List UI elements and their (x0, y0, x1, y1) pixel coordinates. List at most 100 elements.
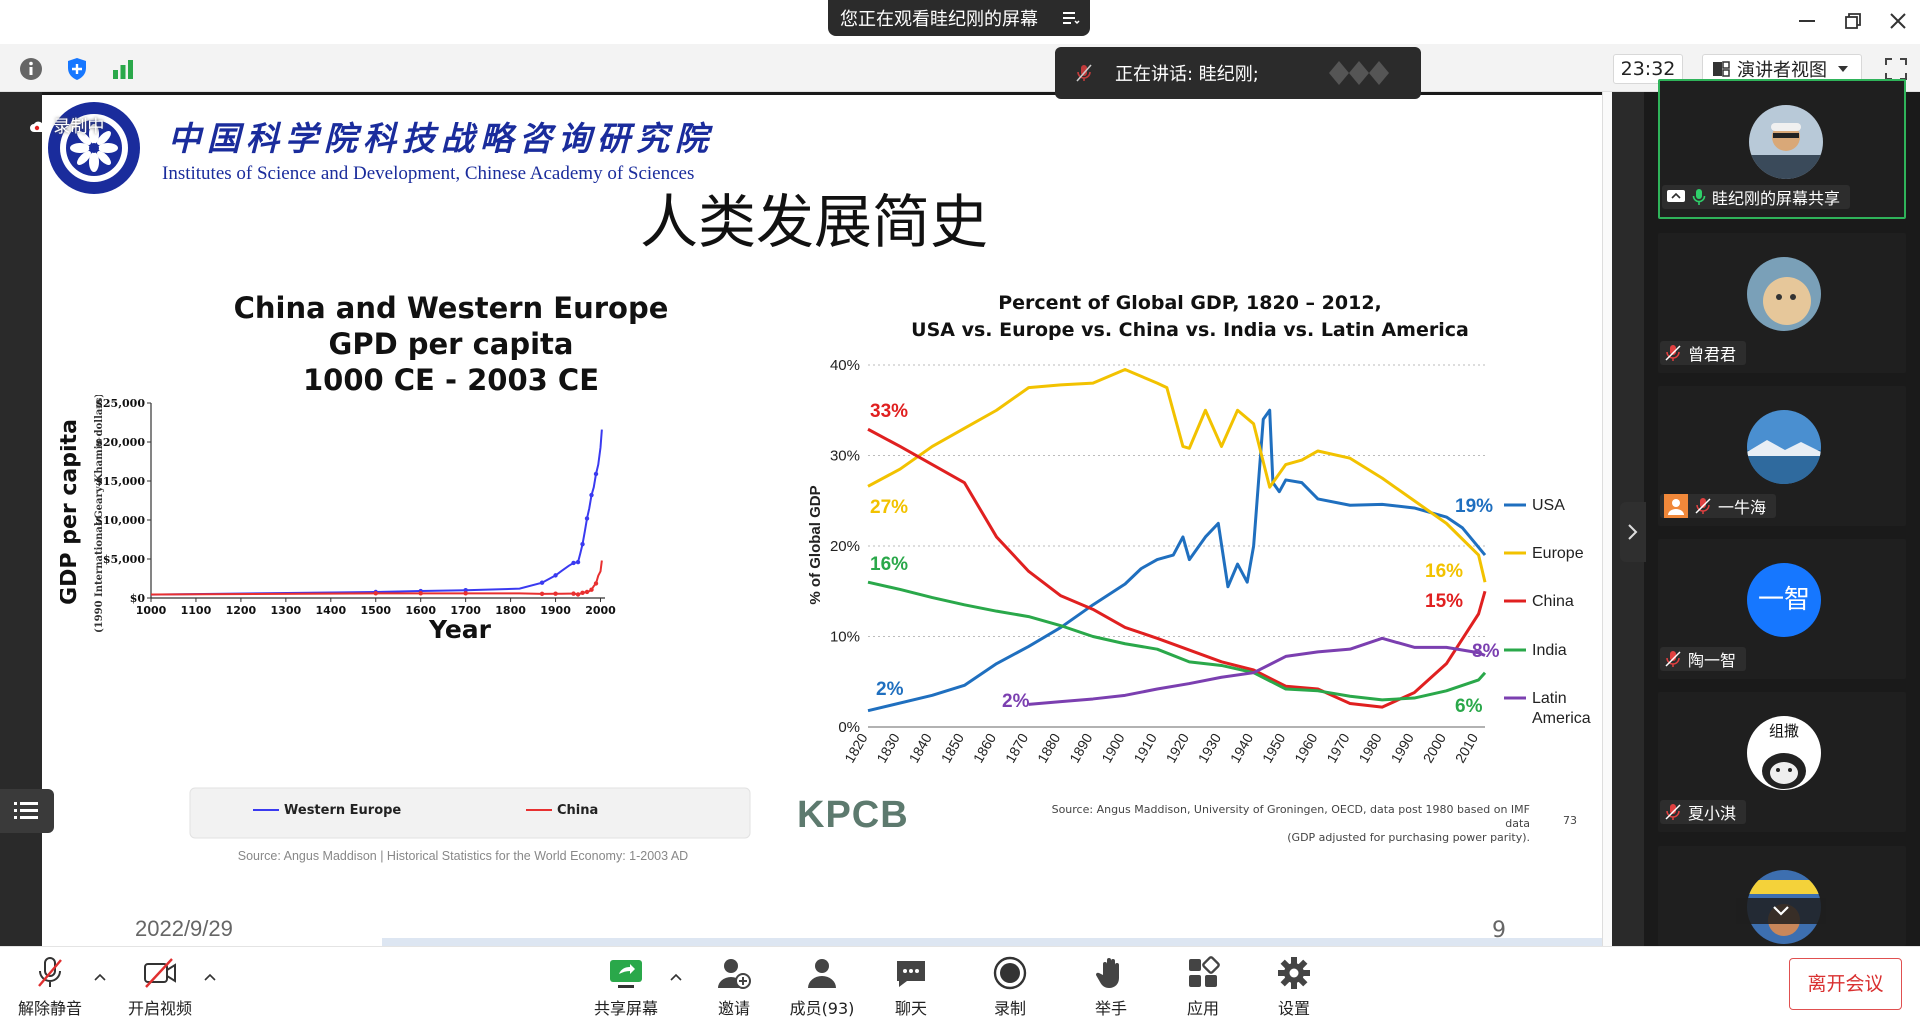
apps-button[interactable]: 应用 (1163, 955, 1243, 1019)
chart1-data-point (463, 591, 468, 596)
chart1-series-line (150, 560, 603, 596)
cas-logo (48, 102, 140, 194)
chart2-source-line: Source: Angus Maddison, University of Gr… (1051, 803, 1530, 830)
institute-name-en: Institutes of Science and Development, C… (162, 163, 695, 184)
raise-hand-button[interactable]: 举手 (1071, 955, 1151, 1019)
share-screen-button[interactable]: 共享屏幕 (586, 955, 666, 1019)
share-screen-label: 共享屏幕 (593, 999, 658, 1018)
chart2-x-tick-label: 1940 (1227, 730, 1257, 765)
record-icon (993, 956, 1027, 990)
avatar: 一智 (1747, 563, 1821, 637)
participant-tile[interactable]: 组撒 夏小淇 (1658, 692, 1906, 832)
chart1-x-tick-label: 1400 (315, 604, 346, 617)
participant-name-tag: 眭纪刚的屏幕共享 (1662, 185, 1851, 209)
record-button[interactable]: 录制 (970, 955, 1050, 1019)
chart1-data-point (463, 588, 468, 593)
chart2-legend-label: USA (1532, 497, 1565, 514)
chart1-y-tick-label: $15,000 (95, 475, 145, 488)
close-icon[interactable] (1887, 10, 1909, 32)
participant-tile[interactable]: 眭纪刚的屏幕共享 (1658, 79, 1906, 219)
restore-icon[interactable] (1842, 10, 1864, 32)
chart1-source: Source: Angus Maddison | Historical Stat… (238, 849, 688, 863)
share-screen-icon (610, 960, 642, 988)
chevron-up-icon[interactable] (204, 973, 216, 981)
participant-tile[interactable]: 一牛海 (1658, 386, 1906, 526)
chart1-x-tick-label: 1600 (405, 604, 436, 617)
chart1-x-tick-label: 1900 (540, 604, 571, 617)
chart1-legend-label: China (557, 803, 598, 818)
record-label: 录制 (993, 999, 1026, 1018)
chart1-legend-label: Western Europe (284, 803, 401, 818)
cloud-record-icon (30, 121, 47, 132)
muted-mic-icon (1665, 804, 1681, 820)
participant-tile[interactable]: 一智 陶一智 (1658, 539, 1906, 679)
settings-button[interactable]: 设置 (1254, 955, 1334, 1019)
chart2-start-label: 27% (870, 497, 908, 518)
chart2-title-line: USA vs. Europe vs. China vs. India vs. L… (911, 319, 1469, 341)
chart1-data-point (539, 580, 545, 585)
invite-button[interactable]: 邀请 (694, 955, 774, 1019)
signal-strength-icon[interactable] (110, 56, 136, 82)
unmute-button[interactable]: 解除静音 (10, 955, 90, 1019)
participant-name: 一牛海 (1718, 498, 1767, 517)
slide-scrollbar[interactable] (1602, 92, 1612, 946)
members-label: 成员(93) (789, 999, 855, 1018)
members-button[interactable]: 成员(93) (782, 955, 862, 1019)
chart1-x-label: Year (428, 615, 492, 644)
collapse-panel-button[interactable] (1620, 502, 1646, 562)
chart1-data-point (580, 541, 585, 547)
participant-name-tag: 曾君君 (1660, 341, 1747, 365)
chevron-up-icon[interactable] (670, 973, 682, 981)
chart2-x-tick-label: 1900 (1098, 730, 1128, 765)
chat-button[interactable]: 聊天 (871, 955, 951, 1019)
chart2-legend-label: Europe (1532, 545, 1584, 562)
participant-tile[interactable]: 曾君君 (1658, 233, 1906, 373)
chart1-data-point (373, 591, 378, 596)
participant-name-tag: 一牛海 (1660, 494, 1777, 518)
slide-list-button[interactable] (0, 789, 54, 833)
kpcb-logo: KPCB (797, 794, 909, 836)
hamburger-menu-icon[interactable] (1060, 8, 1080, 28)
participant-tile[interactable] (1658, 846, 1906, 946)
chart1-x-tick-label: 1000 (136, 604, 167, 617)
minimize-icon[interactable] (1796, 10, 1818, 32)
shield-icon[interactable] (64, 56, 90, 82)
chart2-x-tick-label: 1870 (1002, 730, 1032, 765)
leave-meeting-button[interactable]: 离开会议 (1789, 958, 1902, 1010)
chart2-end-label: 16% (1425, 561, 1463, 582)
chart2-x-tick-label: 1990 (1387, 730, 1417, 765)
info-icon[interactable] (18, 56, 44, 82)
chart1-data-point (418, 591, 423, 596)
chart2-y-tick-label: 10% (830, 629, 860, 646)
muted-mic-icon (38, 957, 62, 987)
muted-mic-icon (1695, 498, 1711, 514)
chart2-y-tick-label: 40% (830, 357, 860, 374)
chart1-title-line: China and Western Europe (233, 291, 669, 325)
invite-label: 邀请 (717, 999, 750, 1018)
participant-name: 眭纪刚的屏幕共享 (1712, 189, 1841, 208)
chart2-legend-label: China (1532, 593, 1574, 610)
start-video-button[interactable]: 开启视频 (120, 955, 200, 1019)
chevron-up-icon[interactable] (94, 973, 106, 981)
participant-name: 陶一智 (1688, 651, 1737, 670)
add-user-icon (718, 959, 751, 989)
unmute-label: 解除静音 (17, 999, 82, 1018)
slide-progress-strip (382, 938, 1602, 946)
chart1-data-point (584, 589, 590, 595)
chart1-series-line (150, 429, 603, 596)
share-banner[interactable]: 您正在观看眭纪刚的屏幕 (828, 0, 1090, 36)
members-icon (808, 959, 836, 988)
chart1-y-label: GDP per capita (60, 419, 82, 605)
scroll-down-button[interactable] (1736, 898, 1826, 924)
chart2-source-line: (GDP adjusted for purchasing power parit… (1287, 831, 1530, 844)
chart1-x-tick-label: 1300 (271, 604, 302, 617)
fullscreen-icon[interactable] (1883, 56, 1909, 82)
slide-page-number: 9 (1492, 918, 1506, 943)
chart1-y-tick-label: $25,000 (95, 397, 145, 410)
chart1-data-point (571, 591, 576, 596)
chart1-data-point (575, 592, 581, 597)
avatar-caption: 组撒 (1768, 722, 1799, 740)
layout-icon (1713, 61, 1730, 77)
chart2-page-number: 73 (1563, 814, 1577, 827)
chart2-end-label: 19% (1455, 496, 1493, 517)
